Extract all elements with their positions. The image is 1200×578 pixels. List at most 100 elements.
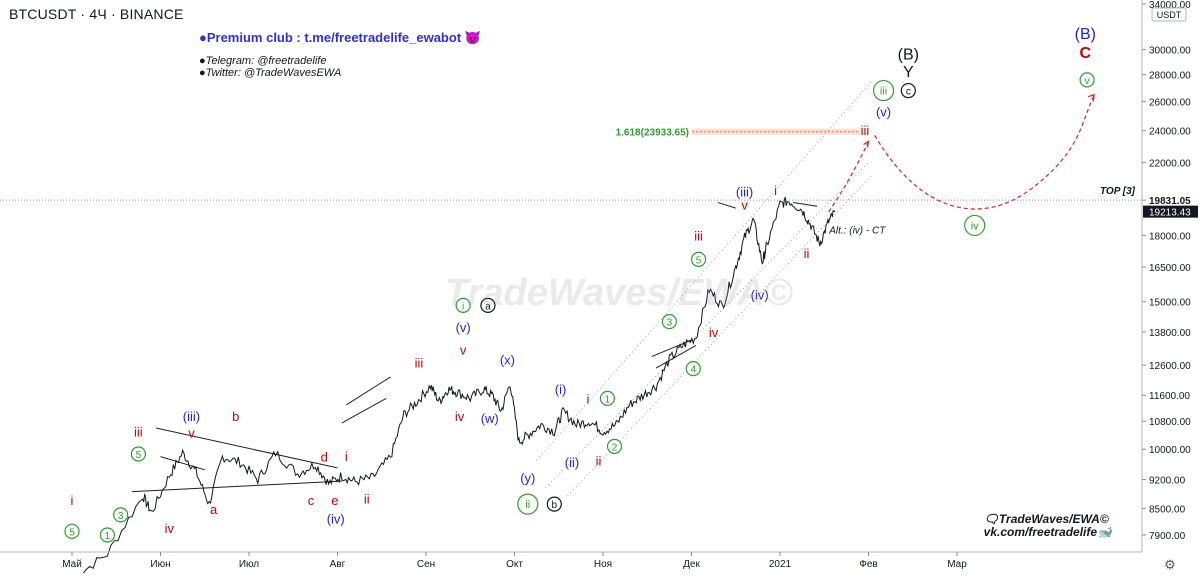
wave-label-text: ii (804, 246, 810, 261)
currency-badge (1151, 7, 1187, 22)
wave-label-text: b (232, 409, 239, 424)
time-tick-label: Сен (417, 559, 435, 570)
wave-label-text: ii (596, 453, 602, 468)
wave-label: (v) (876, 105, 891, 120)
projection-arrowhead-1 (863, 140, 870, 148)
wave-label: (v) (456, 320, 471, 335)
time-tick-label: Май (62, 559, 82, 570)
symbol-header: BTCUSDT · 4Ч · BINANCE (9, 6, 184, 22)
wave-label: 5 (130, 446, 146, 462)
wave-circle (517, 493, 539, 515)
wave-label-text: b (552, 500, 558, 511)
fib-label: 1.618(23933.65) (616, 128, 689, 139)
wave-label: 1 (599, 390, 616, 406)
wave-label-text: (iv) (327, 511, 345, 526)
symbol-name[interactable]: BTCUSDT (9, 6, 77, 22)
wave-label: c (308, 493, 315, 508)
wave-label-text: ii (525, 499, 530, 511)
wave-label: (B) (898, 46, 919, 63)
top-level-label: TOP [3] (1100, 186, 1136, 197)
wave-label: v (1079, 72, 1095, 88)
signature-line-2: vk.com/freetradelife🐋 (983, 525, 1112, 539)
wave-circle (964, 214, 986, 237)
wave-label: a (480, 297, 496, 313)
wave-label: C (1080, 45, 1092, 62)
wave-label-text: (iii) (736, 185, 753, 200)
wave-label: Y (903, 64, 914, 81)
wave-label-text: v (188, 426, 195, 441)
wave-label: (ii) (565, 455, 579, 470)
wave-label: i (71, 493, 74, 508)
interval[interactable]: 4Ч (89, 6, 107, 22)
projection-path-1 (828, 141, 870, 213)
pattern-line (651, 339, 692, 358)
wave-label-text: 5 (136, 450, 142, 461)
currency-label: USDT (1157, 10, 1182, 20)
time-tick-label: Фев (859, 559, 877, 570)
wave-label-text: (B) (898, 46, 919, 63)
wave-label: a (210, 502, 218, 517)
channel-line (536, 79, 874, 461)
wave-label-text: Y (903, 64, 914, 81)
watermark: TradeWaves/EWA© (445, 272, 793, 314)
wave-label-text: 5 (696, 255, 702, 266)
current-price-badge (1143, 205, 1198, 218)
price-tick-label: 11600.00 (1149, 391, 1190, 402)
wave-label-text: (v) (876, 105, 891, 120)
wave-label: i (587, 391, 590, 406)
wave-circle (685, 361, 701, 377)
wave-label-text: i (345, 449, 348, 464)
wave-label: 5 (64, 523, 80, 539)
overlay-layer: TOP [3] 1.618(23933.65) Alt.: (iv) - CT (0, 79, 1142, 497)
settings-gear-icon: ⚙ (1164, 557, 1176, 572)
wave-label: iii (694, 228, 703, 243)
price-tick-label: 26000.00 (1149, 98, 1191, 109)
wave-label-text: iv (709, 325, 719, 340)
wave-label: iv (455, 409, 465, 424)
channel-line (545, 162, 869, 488)
wave-label: iv (165, 521, 175, 536)
wave-label: v (460, 343, 467, 358)
wave-label-text: (iv) (751, 288, 769, 303)
wave-label-text: e (331, 493, 338, 508)
price-tick-label: 30000.00 (1149, 46, 1191, 57)
price-tick-label: 13800.00 (1149, 328, 1191, 339)
wave-label-text: 5 (69, 527, 75, 538)
wave-label: 4 (685, 361, 701, 377)
wave-label-text: (ii) (565, 455, 579, 470)
wave-label-text: (y) (520, 471, 535, 486)
price-layer (72, 197, 836, 578)
wave-label: (y) (520, 471, 535, 486)
pattern-line (655, 345, 697, 369)
header-separator: · (110, 6, 116, 22)
pattern-line (717, 202, 736, 209)
projection-arrowhead-2 (1087, 93, 1095, 102)
wave-label-text: 1 (105, 531, 111, 542)
wave-circle (130, 446, 146, 462)
wave-circle (455, 297, 471, 313)
price-tick-label: 7900.00 (1149, 531, 1186, 542)
wave-label: (i) (555, 382, 567, 397)
exchange: BINANCE (119, 6, 184, 22)
wave-circle (661, 314, 677, 330)
wave-label: v (741, 197, 748, 212)
wave-label: b (546, 496, 562, 512)
wave-label: 3 (113, 507, 129, 523)
wave-label-text: 1 (605, 394, 611, 405)
price-tick-label: 15000.00 (1149, 298, 1191, 309)
price-tick-label: 9200.00 (1149, 476, 1186, 487)
time-tick-label: 2021 (769, 559, 792, 570)
price-series-line (72, 197, 836, 578)
time-tick-label: Окт (506, 559, 523, 570)
wave-label: ii (364, 492, 370, 507)
premium-note: ●Premium club : t.me/freetradelife_ewabo… (199, 30, 481, 45)
price-tick-label: 19831.05 (1149, 196, 1191, 207)
wave-label: d (321, 450, 328, 465)
wave-label-text: iii (694, 228, 703, 243)
wave-label-text: iii (134, 424, 143, 439)
wave-circle (872, 79, 895, 102)
wave-label: (iii) (736, 185, 753, 200)
